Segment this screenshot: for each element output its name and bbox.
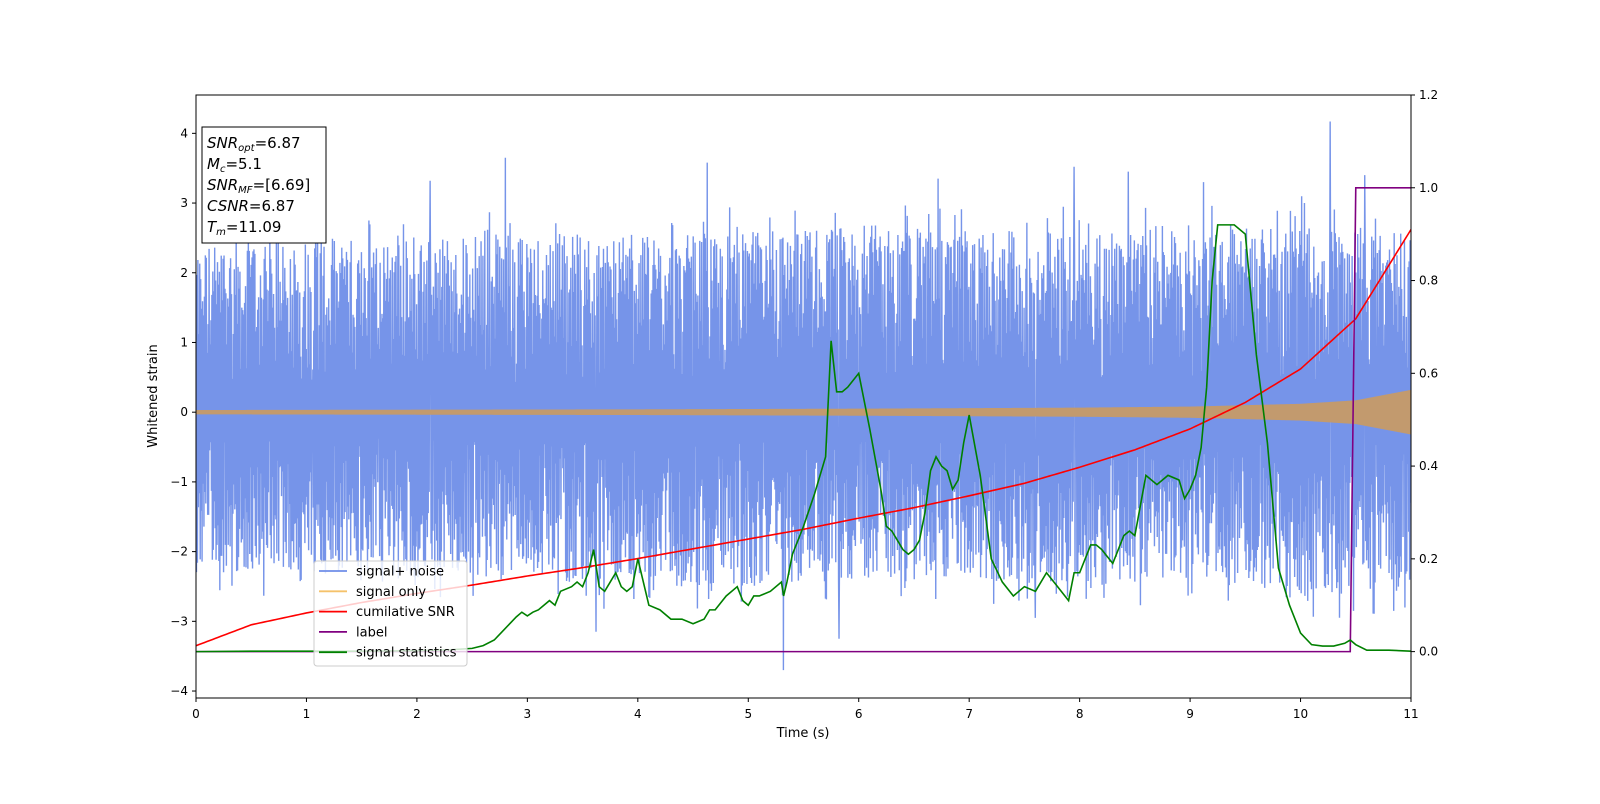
info-value: =5.1 (225, 155, 261, 173)
info-subscript: opt (238, 143, 255, 154)
series-signal-statistics (196, 224, 1411, 653)
y2-tick-label: 0.8 (1419, 274, 1438, 288)
info-box-line: Tm=11.09 (207, 218, 281, 238)
info-subscript: m (216, 227, 226, 238)
x-tick-label: 8 (1076, 707, 1084, 721)
series-signal-only (196, 389, 1411, 435)
series-label (196, 186, 1411, 653)
info-value: =6.87 (255, 134, 301, 152)
x-tick-label: 10 (1293, 707, 1308, 721)
legend-label: label (356, 625, 387, 640)
y2-tick-label: 0.2 (1419, 552, 1438, 566)
series-signal-noise (196, 121, 1411, 671)
legend-label: cumilative SNR (356, 605, 455, 620)
legend-frame (313, 560, 468, 667)
y-tick-label: −4 (170, 684, 188, 698)
y2-tick-label: 1.0 (1419, 181, 1438, 195)
y-tick-label: −3 (170, 614, 188, 628)
info-symbol: CSNR (207, 197, 249, 215)
x-tick-label: 2 (413, 707, 421, 721)
y-tick-label: 1 (180, 335, 188, 349)
info-box-line: SNRopt=6.87 (207, 134, 301, 154)
y-tick-label: −1 (170, 475, 188, 489)
legend-label: signal statistics (356, 646, 457, 661)
x-tick-label: 0 (192, 707, 200, 721)
legend-label: signal+ noise (356, 565, 444, 580)
y-tick-label: 3 (180, 196, 188, 210)
x-axis-label: Time (s) (776, 726, 830, 741)
info-value: =[6.69] (253, 176, 311, 194)
y-tick-label: 4 (180, 126, 188, 140)
y2-tick-label: 0.4 (1419, 459, 1438, 473)
x-tick-label: 6 (855, 707, 863, 721)
y-tick-label: −2 (170, 545, 188, 559)
info-box-line: CSNR=6.87 (207, 197, 295, 215)
info-subscript: MF (238, 185, 253, 196)
y-axis-right: 1.2 1.0 0.8 0.6 0.4 0.2 0.0 (1411, 88, 1438, 659)
info-symbol: SNR (207, 176, 238, 194)
info-symbol: SNR (207, 134, 238, 152)
legend-label: signal only (356, 585, 426, 600)
info-symbol: M (207, 155, 220, 173)
y-tick-label: 0 (180, 405, 188, 419)
x-tick-label: 5 (744, 707, 752, 721)
info-value: =11.09 (226, 218, 282, 236)
y-axis-label: Whitened strain (146, 344, 161, 447)
y-axis-left: 4 3 2 1 0 −1 −2 −3 −4 (170, 126, 196, 698)
x-tick-label: 4 (634, 707, 642, 721)
x-tick-label: 11 (1403, 707, 1418, 721)
info-value: =6.87 (249, 197, 295, 215)
y-tick-label: 2 (180, 266, 188, 280)
y2-tick-label: 0.0 (1419, 645, 1438, 659)
y2-tick-label: 0.6 (1419, 366, 1438, 380)
legend: signal+ noise signal only cumilative SNR la… (313, 560, 468, 667)
x-tick-label: 9 (1186, 707, 1194, 721)
x-tick-label: 7 (965, 707, 973, 721)
info-box-line: Mc=5.1 (207, 155, 262, 175)
info-subscript: c (220, 164, 226, 175)
info-symbol: T (207, 218, 218, 236)
info-box-frame (201, 126, 327, 244)
info-box-line: SNRMF=[6.69] (207, 176, 310, 196)
plot-frame (195, 94, 1412, 699)
x-tick-label: 3 (524, 707, 532, 721)
y2-tick-label: 1.2 (1419, 88, 1438, 102)
x-axis: 0 1 2 3 4 5 6 7 8 9 10 11 (192, 698, 1419, 721)
info-box: SNRopt=6.87Mc=5.1SNRMF=[6.69]CSNR=6.87Tm… (201, 126, 327, 244)
x-tick-label: 1 (303, 707, 311, 721)
